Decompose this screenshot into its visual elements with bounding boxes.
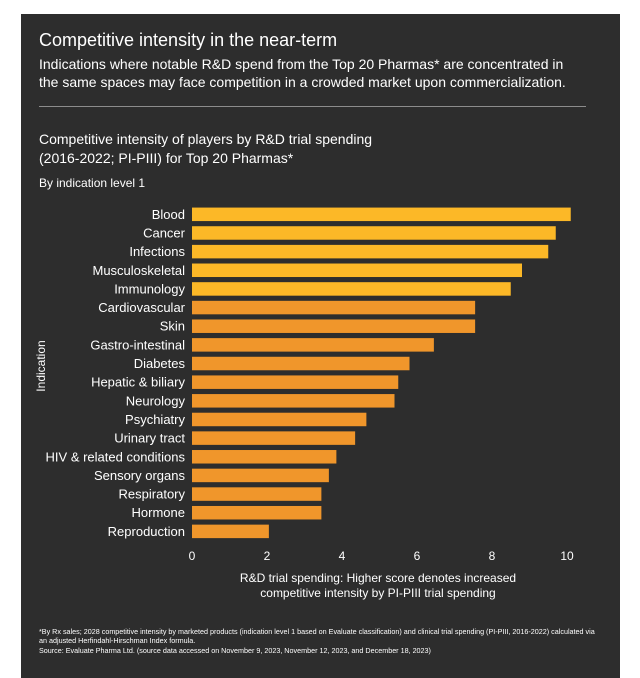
category-label: HIV & related conditions bbox=[46, 449, 186, 464]
bars-layer bbox=[192, 207, 571, 539]
chart-title: Competitive intensity of players by R&D … bbox=[39, 130, 459, 168]
category-label: Urinary tract bbox=[114, 431, 185, 446]
category-label: Cancer bbox=[143, 225, 186, 240]
category-label: Musculoskeletal bbox=[93, 263, 186, 278]
bar-blood bbox=[192, 207, 571, 222]
divider bbox=[39, 106, 586, 107]
bar-neurology bbox=[192, 394, 395, 408]
category-label: Hepatic & biliary bbox=[91, 375, 185, 390]
chart-title-line2: (2016-2022; PI-PIII) for Top 20 Pharmas* bbox=[39, 150, 294, 166]
footnote-source: Source: Evaluate Pharma Ltd. (source dat… bbox=[39, 645, 431, 655]
category-label: Sensory organs bbox=[94, 468, 186, 483]
category-label: Infections bbox=[129, 244, 185, 259]
category-label: Reproduction bbox=[108, 524, 185, 539]
category-label: Blood bbox=[152, 207, 185, 222]
x-tick-label: 0 bbox=[189, 549, 196, 563]
bar-respiratory bbox=[192, 487, 322, 501]
category-label: Cardiovascular bbox=[98, 300, 185, 315]
category-labels: Blood Cancer Infections Musculoskeletal Immu… bbox=[46, 207, 186, 539]
bar-gastro-intestinal bbox=[192, 338, 434, 352]
category-label: Gastro-intestinal bbox=[90, 337, 185, 352]
footnote: *By Rx sales; 2028 competitive intensity… bbox=[39, 627, 599, 655]
bar-reproduction bbox=[192, 524, 269, 539]
bar-hormone bbox=[192, 505, 322, 520]
category-label: Hormone bbox=[132, 505, 185, 520]
bar-hiv-related-conditions bbox=[192, 450, 337, 464]
page-subtitle: Indications where notable R&D spend from… bbox=[39, 56, 566, 90]
bar-sensory-organs bbox=[192, 468, 329, 483]
category-label: Immunology bbox=[114, 281, 185, 296]
bar-cardiovascular bbox=[192, 300, 476, 315]
x-tick-label: 2 bbox=[264, 549, 271, 563]
bar-immunology bbox=[192, 282, 511, 296]
bar-hepatic-biliary bbox=[192, 375, 399, 389]
x-tick-label: 6 bbox=[414, 549, 421, 563]
x-axis-label-line1: R&D trial spending: Higher score denotes… bbox=[240, 571, 516, 585]
page-title: Competitive intensity in the near-term bbox=[39, 30, 338, 50]
category-label: Neurology bbox=[126, 393, 186, 408]
y-axis-label: Indication bbox=[34, 340, 48, 391]
x-tick-label: 8 bbox=[489, 549, 496, 563]
bar-musculoskeletal bbox=[192, 263, 522, 278]
bar-infections bbox=[192, 244, 549, 259]
category-label: Diabetes bbox=[134, 356, 186, 371]
x-tick-labels: 0 2 4 6 8 10 bbox=[189, 549, 574, 563]
x-axis-label-line2: competitive intensity by PI-PIII trial s… bbox=[260, 586, 495, 600]
bar-urinary-tract bbox=[192, 431, 356, 445]
category-label: Respiratory bbox=[119, 487, 186, 502]
footnote-note: *By Rx sales; 2028 competitive intensity… bbox=[39, 627, 595, 646]
category-label: Psychiatry bbox=[125, 412, 185, 427]
chart-title-line1: Competitive intensity of players by R&D … bbox=[39, 131, 373, 147]
x-tick-label: 4 bbox=[339, 549, 346, 563]
chart-subtitle: By indication level 1 bbox=[39, 176, 146, 190]
bar-diabetes bbox=[192, 356, 410, 371]
bar-psychiatry bbox=[192, 412, 367, 427]
category-label: Skin bbox=[160, 319, 185, 334]
bar-skin bbox=[192, 319, 476, 333]
bar-cancer bbox=[192, 226, 556, 240]
x-tick-label: 10 bbox=[560, 549, 574, 563]
